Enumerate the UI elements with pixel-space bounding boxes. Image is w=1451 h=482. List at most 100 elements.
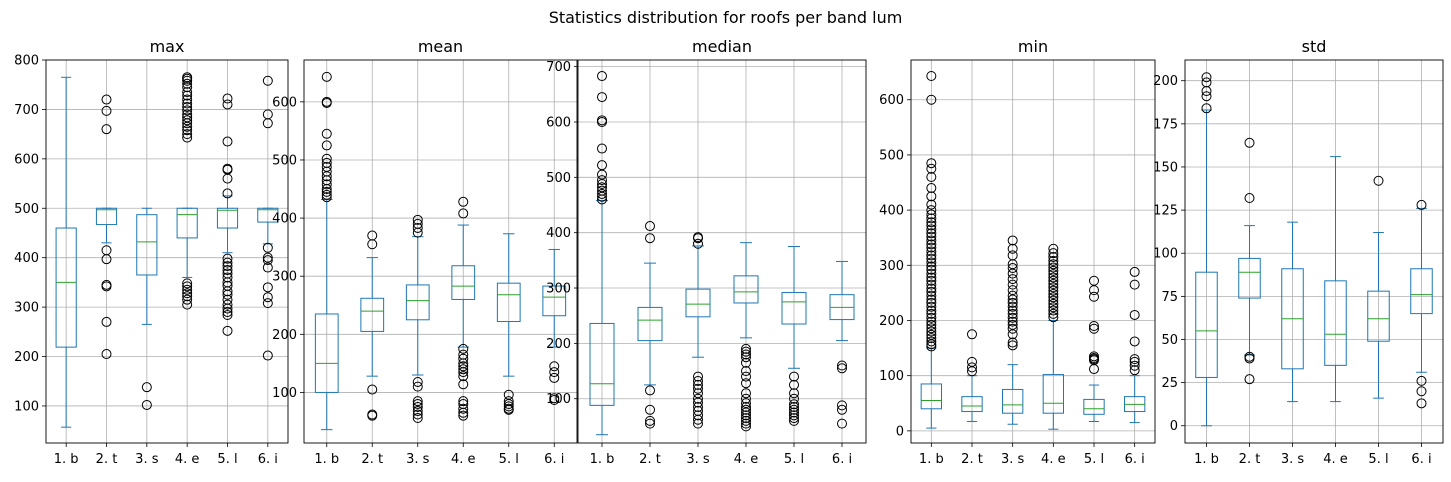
- flier-point: [926, 297, 937, 308]
- flier-point: [1089, 323, 1099, 334]
- flier-point: [262, 262, 273, 273]
- flier-point: [645, 418, 655, 429]
- box: [685, 288, 711, 318]
- flier-point: [182, 281, 193, 292]
- flier-point: [1089, 321, 1099, 332]
- y-tick-label: 175: [1153, 117, 1178, 132]
- flier-point: [182, 87, 193, 98]
- flier-point: [222, 253, 233, 264]
- flier-point: [789, 371, 799, 382]
- flier-point: [926, 213, 937, 224]
- flier-point: [741, 371, 751, 382]
- flier-point: [1244, 353, 1255, 364]
- flier-point: [321, 140, 332, 151]
- flier-point: [789, 402, 799, 413]
- box: [920, 383, 943, 410]
- flier-point: [1048, 295, 1059, 306]
- x-tick-label: 3. s: [1001, 452, 1025, 467]
- flier-point: [222, 310, 233, 321]
- box: [176, 207, 198, 239]
- flier-point: [926, 239, 937, 250]
- flier-point: [321, 153, 332, 164]
- flier-point: [1201, 86, 1212, 97]
- flier-point: [222, 257, 233, 268]
- axes-frame: [303, 59, 578, 444]
- flier-point: [926, 242, 937, 253]
- flier-point: [1129, 354, 1140, 365]
- flier-point: [597, 175, 607, 186]
- flier-point: [1048, 305, 1059, 316]
- flier-point: [222, 307, 233, 318]
- flier-point: [1007, 297, 1018, 308]
- flier-point: [1007, 279, 1018, 290]
- flier-point: [741, 346, 751, 357]
- y-tick-label: 200: [14, 350, 39, 365]
- flier-point: [1048, 259, 1059, 270]
- flier-point: [789, 388, 799, 399]
- box: [1410, 268, 1433, 315]
- flier-point: [1048, 243, 1059, 254]
- flier-point: [693, 397, 703, 408]
- flier-point: [549, 361, 560, 372]
- flier-point: [101, 124, 112, 135]
- flier-point: [597, 188, 607, 199]
- flier-point: [926, 301, 937, 312]
- flier-point: [1048, 269, 1059, 280]
- flier-point: [367, 239, 378, 250]
- y-tick-label: 500: [879, 148, 904, 163]
- flier-point: [1244, 193, 1255, 204]
- axes-frame: [45, 59, 289, 444]
- flier-point: [741, 388, 751, 399]
- flier-point: [182, 82, 193, 93]
- flier-point: [458, 396, 469, 407]
- flier-point: [926, 339, 937, 350]
- flier-point: [926, 163, 937, 174]
- flier-point: [1048, 275, 1059, 286]
- y-tick-label: 600: [879, 93, 904, 108]
- flier-point: [926, 217, 937, 228]
- flier-point: [1048, 279, 1059, 290]
- flier-point: [222, 99, 233, 110]
- flier-point: [503, 399, 514, 410]
- flier-point: [412, 401, 423, 412]
- flier-point: [741, 415, 751, 426]
- x-tick-label: 4. e: [734, 452, 759, 467]
- flier-point: [926, 253, 937, 264]
- flier-point: [789, 407, 799, 418]
- x-tick-label: 2. t: [639, 452, 661, 467]
- x-tick-label: 3. s: [686, 452, 710, 467]
- y-tick-label: 300: [879, 259, 904, 274]
- panel-title: mean: [418, 37, 463, 56]
- flier-point: [926, 205, 937, 216]
- box: [1324, 280, 1347, 366]
- flier-point: [182, 278, 193, 289]
- flier-point: [693, 414, 703, 425]
- flier-point: [182, 294, 193, 305]
- flier-point: [926, 183, 937, 194]
- flier-point: [182, 291, 193, 302]
- flier-point: [926, 341, 937, 352]
- box: [55, 227, 77, 348]
- flier-point: [1416, 199, 1427, 210]
- panel-title: median: [692, 37, 752, 56]
- flier-point: [789, 410, 799, 421]
- flier-point: [926, 231, 937, 242]
- flier-point: [458, 343, 469, 354]
- flier-point: [182, 115, 193, 126]
- flier-point: [458, 367, 469, 378]
- flier-point: [182, 129, 193, 140]
- flier-point: [741, 402, 751, 413]
- flier-point: [741, 418, 751, 429]
- flier-point: [222, 261, 233, 272]
- flier-point: [926, 158, 937, 169]
- x-tick-label: 5. l: [217, 452, 237, 467]
- flier-point: [693, 383, 703, 394]
- y-tick-label: 100: [272, 386, 297, 401]
- box: [1238, 257, 1261, 299]
- flier-point: [412, 413, 423, 424]
- flier-point: [222, 265, 233, 276]
- flier-point: [222, 286, 233, 297]
- flier-point: [789, 413, 799, 424]
- flier-point: [182, 299, 193, 310]
- flier-point: [1007, 329, 1018, 340]
